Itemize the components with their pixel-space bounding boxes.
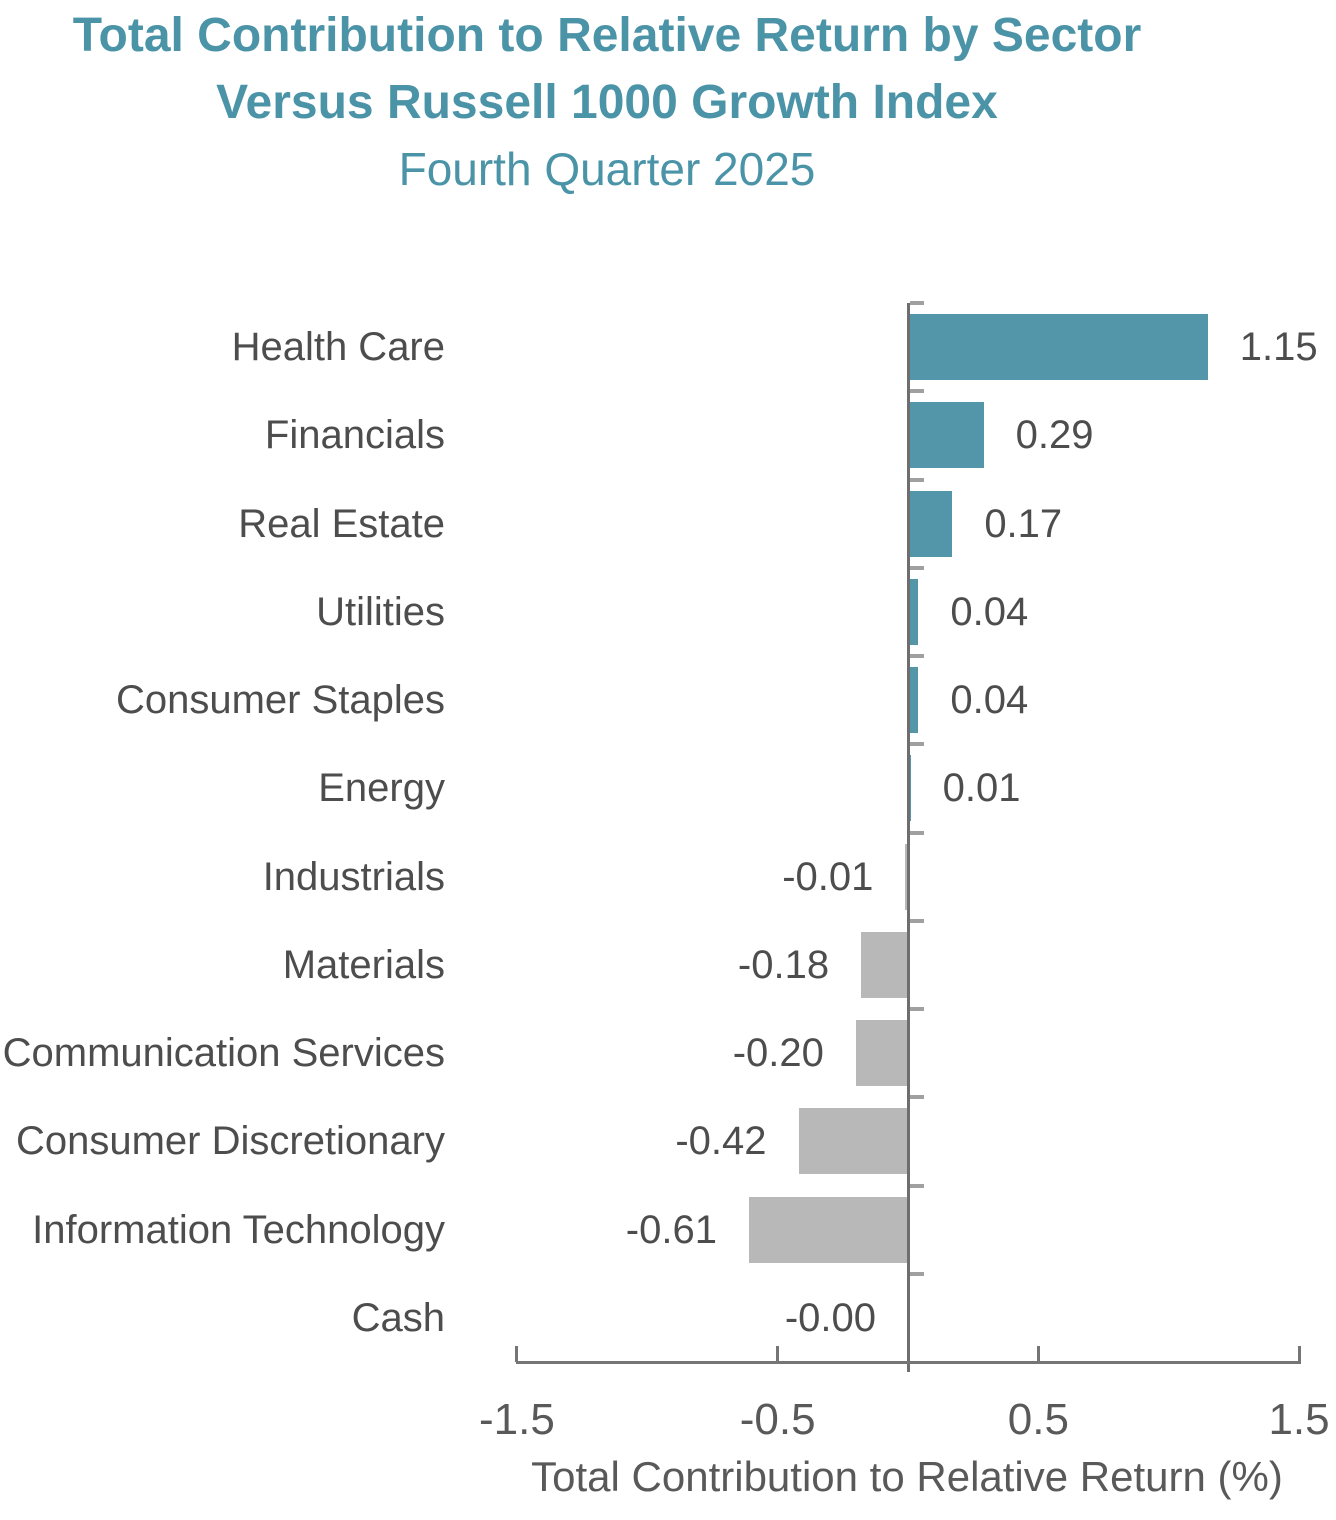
chart-title-line-1: Total Contribution to Relative Return by… xyxy=(72,9,1142,62)
category-axis-tick xyxy=(910,1007,924,1011)
category-axis-tick xyxy=(910,1271,924,1276)
x-axis-tick xyxy=(1297,1346,1301,1362)
chart-subtitle: Fourth Quarter 2025 xyxy=(398,143,816,195)
category-label: Communication Services xyxy=(2,1031,445,1076)
x-axis-tick xyxy=(1036,1346,1040,1362)
bar-negative xyxy=(798,1108,908,1175)
bar-negative xyxy=(861,931,908,998)
category-axis-tick xyxy=(910,1183,924,1188)
x-axis-line xyxy=(515,1360,1301,1364)
category-label: Industrials xyxy=(262,854,445,899)
category-label: Energy xyxy=(318,766,445,811)
category-label: Consumer Discretionary xyxy=(15,1119,445,1164)
value-label: -0.20 xyxy=(732,1031,824,1076)
value-label: -0.00 xyxy=(784,1295,876,1340)
category-axis-tick xyxy=(910,918,924,923)
category-label: Health Care xyxy=(231,325,445,370)
zero-axis-line xyxy=(906,303,910,1372)
category-axis-tick xyxy=(910,477,924,482)
x-tick-label: -0.5 xyxy=(739,1395,816,1444)
category-axis-tick xyxy=(910,389,924,394)
category-axis-tick xyxy=(910,565,924,570)
category-axis-tick xyxy=(910,654,924,658)
category-axis-tick xyxy=(910,1095,924,1100)
bar-negative xyxy=(855,1020,908,1087)
value-label: -0.42 xyxy=(675,1119,767,1164)
value-label: -0.61 xyxy=(625,1207,717,1252)
bar-positive xyxy=(908,490,953,557)
bar-negative xyxy=(748,1196,908,1263)
value-label: -0.18 xyxy=(737,942,830,987)
value-label: 0.04 xyxy=(950,678,1029,723)
value-label: 0.17 xyxy=(984,501,1063,546)
category-label: Utilities xyxy=(316,589,445,634)
bar-positive xyxy=(908,314,1208,381)
category-label: Real Estate xyxy=(238,501,445,546)
x-tick-label: 1.5 xyxy=(1268,1395,1330,1444)
category-label: Information Technology xyxy=(32,1207,445,1252)
x-axis-tick xyxy=(776,1346,780,1362)
bar-positive xyxy=(908,667,919,734)
bar-positive xyxy=(908,578,919,645)
bar-positive xyxy=(908,402,984,469)
value-label: 0.01 xyxy=(942,766,1021,811)
category-label: Materials xyxy=(282,942,445,987)
category-label: Consumer Staples xyxy=(115,678,445,723)
category-label: Cash xyxy=(351,1295,445,1340)
category-axis-tick xyxy=(910,742,924,747)
x-axis-title: Total Contribution to Relative Return (%… xyxy=(531,1453,1283,1500)
value-label: 0.04 xyxy=(950,589,1029,634)
value-label: 1.15 xyxy=(1239,325,1318,370)
x-tick-label: -1.5 xyxy=(479,1395,555,1444)
value-label: 0.29 xyxy=(1015,413,1094,458)
category-axis-tick xyxy=(910,830,924,835)
chart-title-line-2: Versus Russell 1000 Growth Index xyxy=(216,76,998,129)
category-axis-tick xyxy=(910,301,924,305)
x-axis-tick xyxy=(515,1346,519,1362)
value-label: -0.01 xyxy=(782,854,874,899)
x-tick-label: 0.5 xyxy=(1007,1395,1069,1444)
chart-title-block: Total Contribution to Relative Return by… xyxy=(0,2,1214,203)
category-label: Financials xyxy=(264,413,445,458)
